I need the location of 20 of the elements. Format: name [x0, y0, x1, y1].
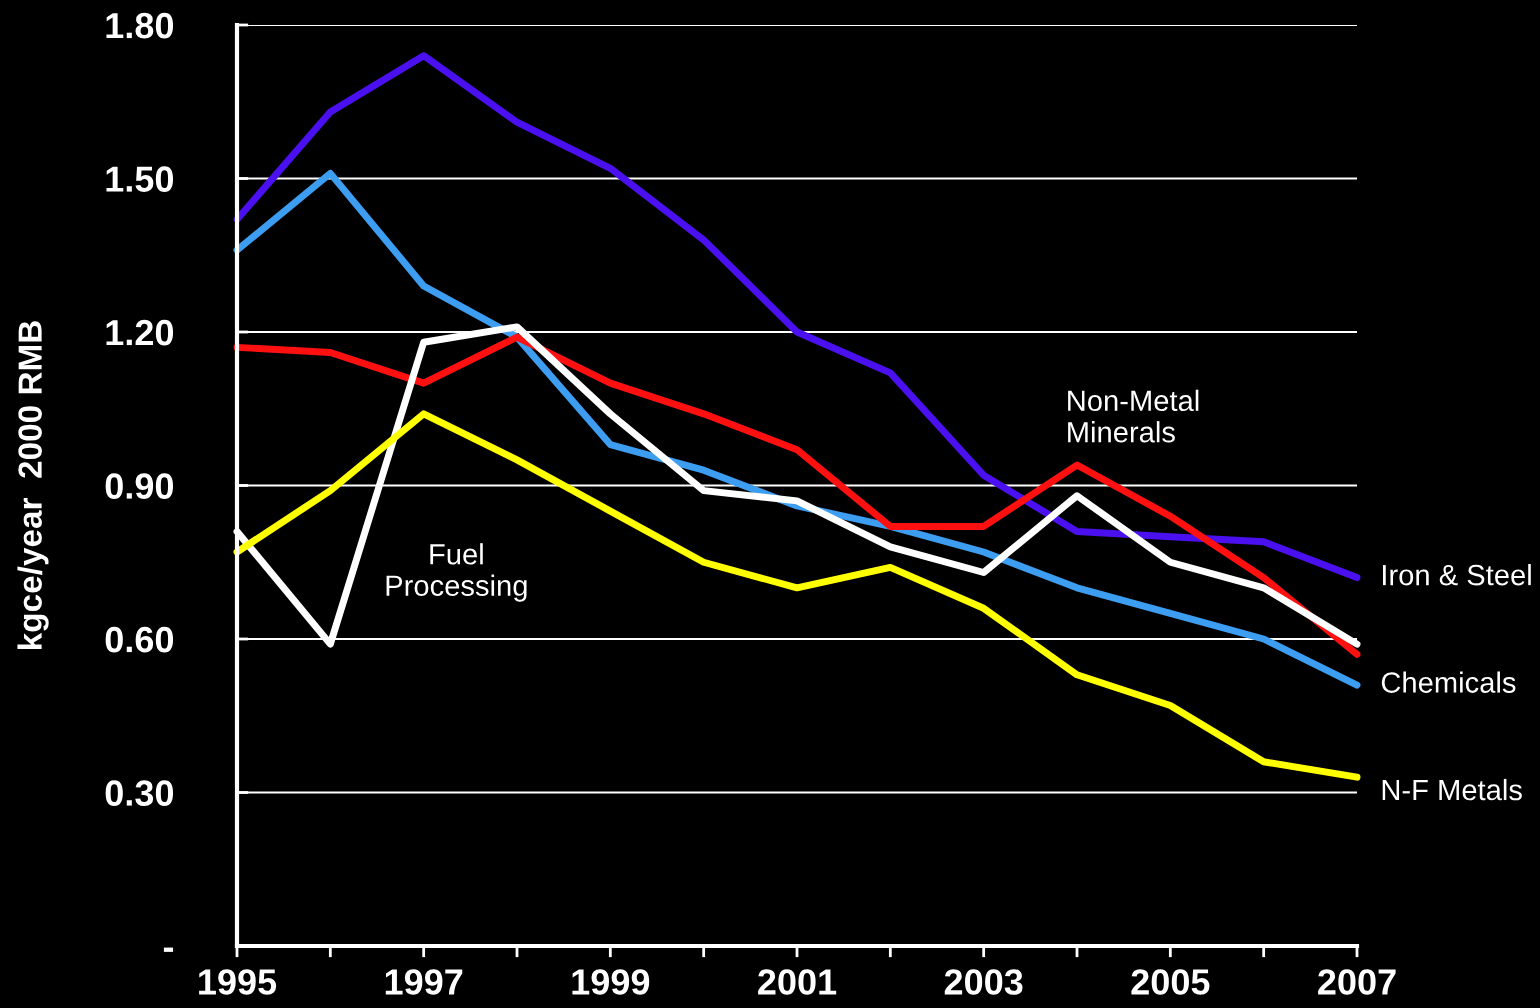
- series-label: Chemicals: [1381, 671, 1516, 693]
- x-tick-label: 2007: [1318, 969, 1396, 995]
- series-label: N-F Metals: [1382, 778, 1522, 801]
- x-tick-label: 2001: [758, 969, 837, 995]
- x-tick-label: 2003: [944, 969, 1023, 995]
- x-tick-label: 1997: [385, 969, 463, 995]
- y-tick-label: 0.30: [105, 780, 174, 806]
- x-tick-label: 2005: [1131, 969, 1210, 995]
- y-tick-label: 0.60: [105, 626, 174, 653]
- y-axis-title: kgce/year 2000 RMB: [17, 321, 49, 649]
- series-label: Iron & Steel: [1383, 564, 1531, 586]
- y-tick-label: 1.20: [106, 319, 174, 346]
- x-tick-label: 1999: [572, 969, 650, 995]
- y-tick-label: 1.50: [106, 166, 174, 192]
- y-tick-label: -: [163, 947, 174, 952]
- x-tick-label: 1995: [199, 969, 277, 995]
- y-tick-label: 1.80: [106, 12, 174, 39]
- series-label: Fuel Processing: [386, 543, 527, 602]
- y-tick-label: 0.90: [105, 473, 174, 499]
- series-label: Non-Metal Minerals: [1068, 389, 1199, 443]
